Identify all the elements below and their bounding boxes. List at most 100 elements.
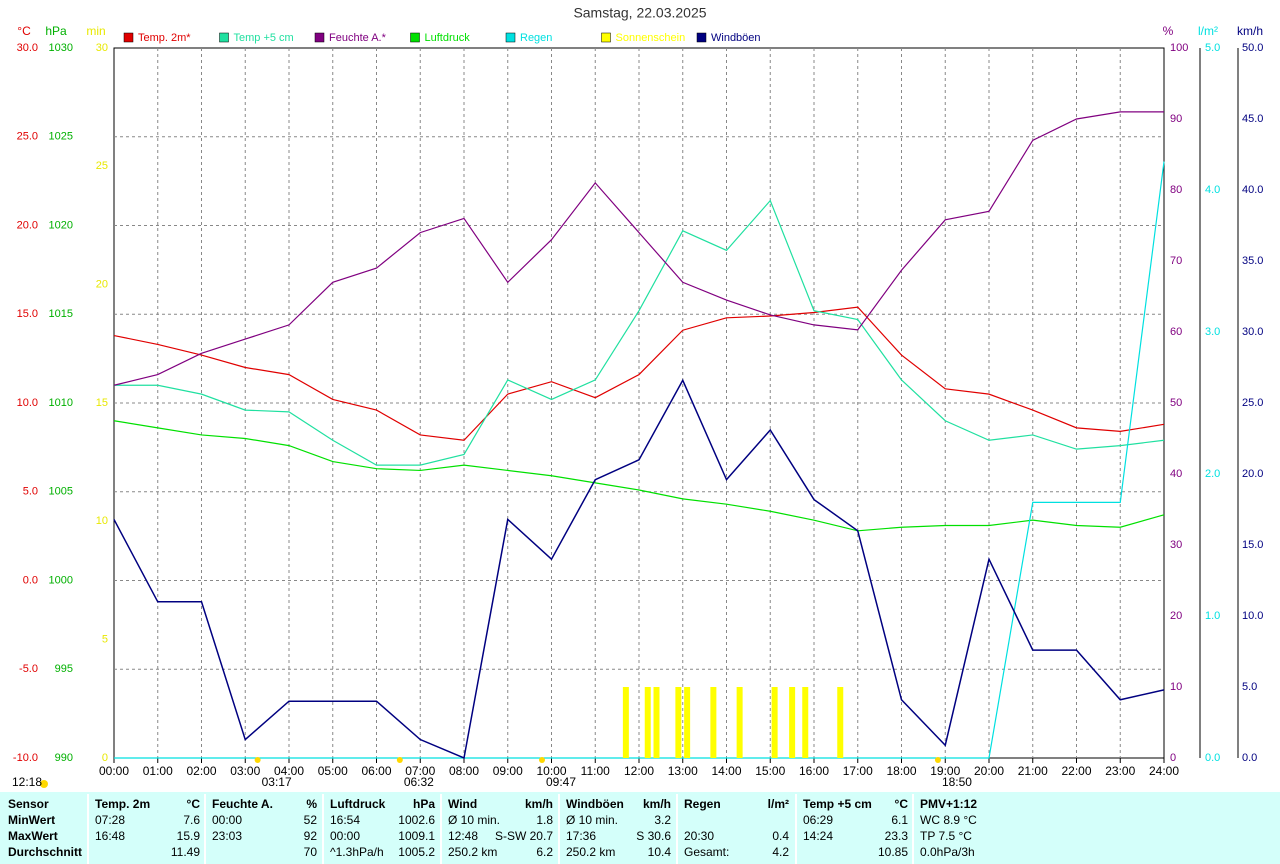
x-tick-label: 10:00	[536, 764, 566, 778]
y-tick-label: -10.0	[13, 752, 38, 764]
table-cell: 06:29	[803, 813, 833, 827]
y-tick-label: 1010	[49, 397, 73, 409]
series-line	[114, 161, 1165, 759]
y-tick-label: 25	[96, 160, 108, 172]
column-unit: °C	[187, 797, 201, 811]
y-tick-label: 1030	[49, 42, 73, 54]
legend-swatch	[123, 32, 134, 43]
legend-swatch	[219, 32, 229, 43]
table-cell: 7.6	[183, 813, 200, 827]
y-tick-label: 5.0	[1205, 42, 1220, 54]
table-cell: Ø 10 min.	[448, 813, 500, 827]
table-cell: S-SW 20.7	[495, 829, 553, 843]
chart-title: Samstag, 22.03.2025	[573, 5, 706, 21]
axis-unit: min	[86, 24, 105, 38]
x-tick-label: 12:00	[624, 764, 654, 778]
marker	[396, 757, 403, 763]
column-name: Luftdruck	[330, 797, 386, 811]
table-cell: 92	[304, 829, 318, 843]
sun-bar	[710, 687, 717, 758]
axis-unit: hPa	[45, 24, 67, 38]
y-tick-label: 990	[55, 752, 73, 764]
y-tick-label: 80	[1170, 184, 1182, 196]
y-tick-label: 40	[1170, 468, 1182, 480]
table-cell: 52	[304, 813, 318, 827]
x-tick-label: 06:00	[361, 764, 391, 778]
y-tick-label: 0.0	[1205, 752, 1220, 764]
x-tick-label: 03:00	[230, 764, 260, 778]
marker	[539, 757, 546, 763]
legend-swatch	[601, 32, 611, 43]
column-unit: °C	[895, 797, 909, 811]
x-tick-label: 24:00	[1149, 764, 1179, 778]
series-line	[114, 199, 1165, 466]
x-tick-label: 01:00	[143, 764, 173, 778]
x-tick-label: 08:00	[449, 764, 479, 778]
y-tick-label: 100	[1170, 42, 1188, 54]
marker	[254, 757, 261, 763]
column-unit: l/m²	[768, 797, 789, 811]
y-tick-label: 1020	[49, 219, 73, 231]
y-tick-label: -5.0	[19, 663, 38, 675]
annotation: 18:50	[942, 775, 972, 789]
y-tick-label: 20	[96, 279, 108, 291]
table-cell: 16:54	[330, 813, 360, 827]
legend-label: Feuchte A.*	[329, 32, 387, 44]
x-tick-label: 23:00	[1105, 764, 1135, 778]
table-cell: 23.3	[885, 829, 909, 843]
x-tick-label: 14:00	[711, 764, 741, 778]
column-name: Temp. 2m	[95, 797, 150, 811]
row-label: MinWert	[8, 813, 55, 827]
legend-label: Windböen	[711, 32, 761, 44]
y-tick-label: 1025	[49, 131, 73, 143]
table-cell: TP 7.5 °C	[920, 829, 972, 843]
table-cell: 1005.2	[398, 845, 435, 859]
y-tick-label: 0.0	[23, 574, 38, 586]
sun-bar	[837, 687, 844, 758]
x-tick-label: 17:00	[843, 764, 873, 778]
table-cell: Ø 10 min.	[566, 813, 618, 827]
y-tick-label: 20.0	[1242, 468, 1263, 480]
legend-label: Temp +5 cm	[234, 32, 294, 44]
y-tick-label: 60	[1170, 326, 1182, 338]
table-cell: 250.2 km	[448, 845, 497, 859]
table-cell: 4.2	[772, 845, 789, 859]
x-tick-label: 15:00	[755, 764, 785, 778]
y-tick-label: 50.0	[1242, 42, 1263, 54]
legend-swatch	[410, 32, 420, 43]
y-tick-label: 50	[1170, 397, 1182, 409]
row-label: MaxWert	[8, 829, 58, 843]
sun-bar	[622, 687, 629, 758]
sun-bar	[736, 687, 743, 758]
legend-swatch	[696, 32, 707, 43]
legend-swatch	[314, 32, 325, 43]
table-cell: 20:30	[684, 829, 714, 843]
y-tick-label: 1.0	[1205, 610, 1220, 622]
table-bg	[0, 792, 1280, 864]
sun-bar	[684, 687, 691, 758]
series-line	[113, 111, 1164, 386]
column-unit: %	[306, 797, 317, 811]
sun-bar	[789, 687, 796, 758]
legend-label: Sonnenschein	[616, 32, 686, 44]
y-tick-label: 0	[1170, 752, 1176, 764]
table-cell: 12:48	[448, 829, 478, 843]
y-tick-label: 15.0	[17, 308, 38, 320]
y-tick-label: 35.0	[1242, 255, 1263, 267]
sun-bar	[653, 687, 660, 758]
table-cell: 11.49	[171, 845, 200, 859]
y-tick-label: 15.0	[1242, 539, 1263, 551]
x-tick-label: 21:00	[1018, 764, 1048, 778]
table-cell: 0.4	[772, 829, 789, 843]
annotation: 06:32	[404, 775, 434, 789]
day-length: 12:18	[12, 775, 42, 789]
y-tick-label: 45.0	[1242, 113, 1263, 125]
legend-label: Regen	[520, 32, 552, 44]
row-label: Durchschnitt	[8, 845, 82, 859]
y-tick-label: 1005	[49, 486, 73, 498]
y-tick-label: 30	[1170, 539, 1182, 551]
x-tick-label: 19:00	[930, 764, 960, 778]
y-tick-label: 0.0	[1242, 752, 1257, 764]
y-tick-label: 1000	[49, 574, 73, 586]
table-cell: 15.9	[177, 829, 201, 843]
